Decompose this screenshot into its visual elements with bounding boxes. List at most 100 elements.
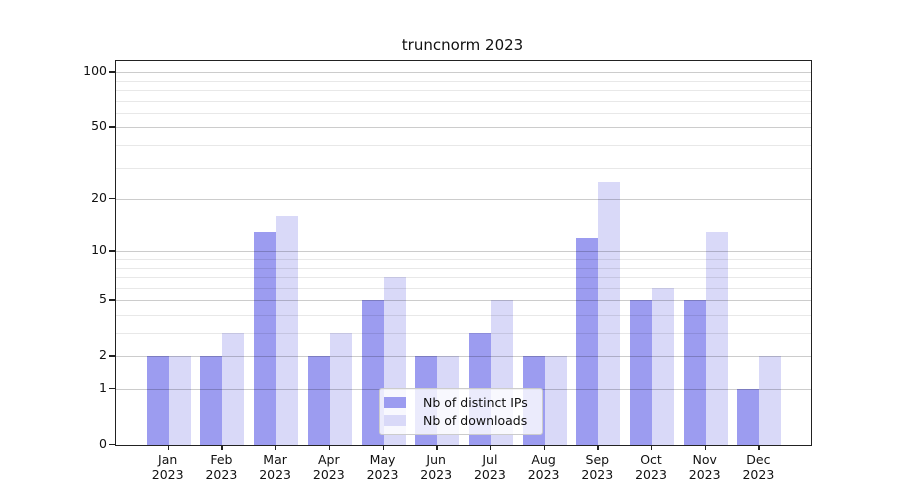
x-tick-label-dec: Dec 2023 (727, 452, 789, 482)
bar-ips-may (361, 300, 384, 445)
bar-downloads-nov (705, 231, 728, 445)
x-tick-mark (328, 445, 331, 450)
chart-title: truncnorm 2023 (401, 36, 524, 54)
x-tick-month: Jan (158, 452, 178, 467)
bar-downloads-dec (759, 356, 782, 445)
x-tick-month: May (369, 452, 396, 467)
y-tick-label: 0 (99, 436, 107, 451)
bar-downloads-oct (652, 287, 674, 445)
x-tick-mark (651, 445, 653, 450)
x-tick-mark (167, 445, 170, 450)
y-tick-label: 50 (91, 118, 107, 134)
gridline-minor (116, 145, 811, 147)
x-tick-year: 2023 (151, 466, 184, 482)
gridline-major (116, 300, 811, 302)
x-tick-label-oct: Oct 2023 (620, 452, 682, 482)
legend-label-downloads: Nb of downloads (423, 413, 528, 428)
bar-downloads-apr (329, 333, 352, 445)
x-tick-mark (597, 445, 599, 450)
x-tick-mark (436, 445, 438, 450)
gridline-major (116, 356, 811, 358)
y-tick-mark (109, 198, 115, 200)
bar-ips-nov (683, 300, 706, 445)
gridline-major (116, 251, 811, 253)
x-tick-label-jan: Jan 2023 (137, 452, 199, 482)
y-tick-label: 2 (99, 347, 107, 363)
gridline-major (116, 127, 811, 129)
y-tick-label: 5 (99, 291, 107, 307)
x-tick-label-feb: Feb 2023 (190, 452, 252, 482)
bar-downloads-sep (598, 181, 621, 445)
x-tick-mark (543, 445, 545, 450)
x-tick-month: Feb (210, 452, 233, 467)
x-tick-year: 2023 (473, 466, 506, 482)
y-tick-label: 100 (83, 63, 107, 79)
gridline-minor (116, 90, 811, 92)
gridline-minor (116, 287, 811, 289)
gridline-minor (116, 259, 811, 260)
legend-swatch-ips (384, 397, 406, 408)
x-tick-year: 2023 (581, 466, 614, 482)
x-tick-label-sep: Sep 2023 (566, 452, 628, 482)
bar-ips-apr (307, 356, 330, 445)
y-tick-mark (109, 126, 115, 128)
gridline-minor (116, 112, 811, 114)
gridline-minor (116, 267, 811, 269)
x-tick-year: 2023 (205, 466, 238, 482)
x-tick-year: 2023 (366, 466, 399, 482)
y-tick-mark (109, 71, 115, 73)
x-tick-year: 2023 (259, 466, 291, 482)
x-tick-mark (758, 445, 760, 450)
x-tick-year: 2023 (312, 466, 345, 482)
x-tick-label-jul: Jul 2023 (459, 452, 521, 482)
x-tick-mark (221, 445, 223, 450)
legend-item-downloads: Nb of downloads (384, 413, 542, 428)
y-tick-mark (109, 444, 115, 446)
x-tick-label-apr: Apr 2023 (298, 452, 360, 482)
bar-ips-mar (254, 231, 277, 445)
bar-downloads-mar (276, 216, 299, 445)
x-tick-month: Nov (692, 452, 717, 467)
gridline-major (116, 199, 811, 201)
gridline-minor (116, 167, 811, 169)
bar-downloads-feb (222, 333, 245, 445)
x-tick-year: 2023 (635, 466, 667, 482)
x-tick-label-nov: Nov 2023 (674, 452, 736, 482)
bar-downloads-aug (544, 356, 567, 445)
gridline-major (116, 72, 811, 74)
bar-downloads-jan (168, 356, 191, 445)
y-tick-mark (109, 355, 115, 357)
x-tick-label-mar: Mar 2023 (244, 452, 306, 482)
x-tick-month: Apr (317, 452, 340, 467)
x-tick-mark (704, 445, 707, 450)
x-tick-year: 2023 (688, 466, 721, 482)
x-tick-mark (489, 445, 492, 450)
bar-ips-dec (737, 389, 760, 445)
bar-ips-jan (146, 356, 169, 445)
x-tick-month: Aug (531, 452, 556, 467)
x-tick-year: 2023 (527, 466, 560, 482)
gridline-minor (116, 100, 811, 102)
x-tick-month: Oct (640, 452, 662, 467)
bar-ips-sep (576, 237, 599, 445)
gridline-minor (116, 314, 811, 316)
legend-label-ips: Nb of distinct IPs (423, 395, 528, 410)
x-tick-month: Jun (426, 452, 446, 467)
legend-item-ips: Nb of distinct IPs (384, 395, 542, 410)
x-tick-mark (275, 445, 277, 450)
x-tick-month: Jul (482, 452, 498, 467)
x-tick-year: 2023 (742, 466, 775, 482)
plot-area: Nb of distinct IPs Nb of downloads (115, 60, 812, 446)
y-tick-label: 1 (99, 380, 107, 395)
gridline-minor (116, 333, 811, 335)
x-tick-month: Sep (585, 452, 610, 467)
y-tick-label: 20 (91, 190, 107, 206)
x-tick-label-aug: Aug 2023 (513, 452, 575, 482)
gridline-minor (116, 80, 811, 82)
bar-ips-oct (630, 300, 652, 445)
y-tick-mark (109, 299, 115, 301)
y-tick-mark (109, 250, 115, 252)
legend: Nb of distinct IPs Nb of downloads (379, 388, 543, 435)
y-tick-label: 10 (91, 242, 107, 258)
